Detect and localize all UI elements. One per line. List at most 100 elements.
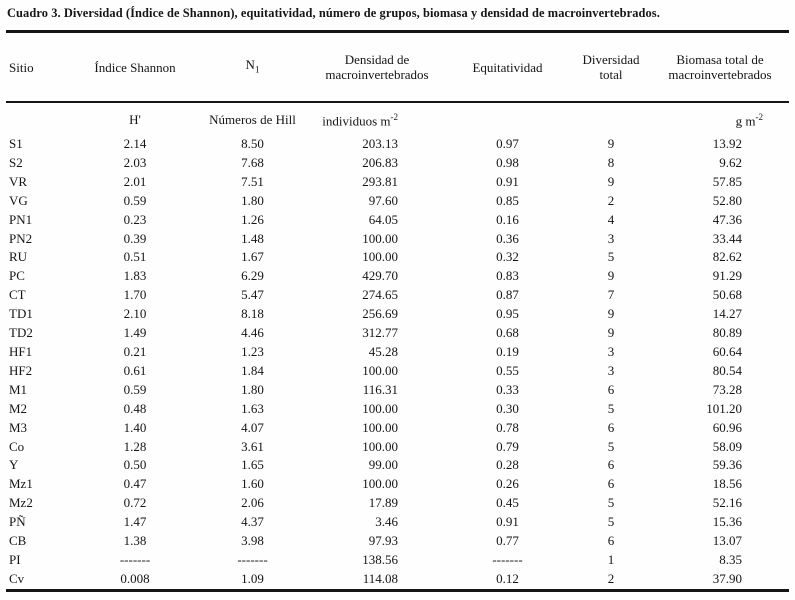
cell-biomasa: 50.68 xyxy=(712,287,742,303)
cell-equitatividad: 0.36 xyxy=(496,230,519,246)
cell-diversidad-total: 2 xyxy=(607,192,615,208)
cell-biomasa: 80.89 xyxy=(712,325,742,341)
cell-diversidad-total: 2 xyxy=(607,570,615,586)
cell-diversidad-total: 6 xyxy=(607,419,615,435)
cell-indice-shannon: 0.23 xyxy=(123,211,147,227)
cell-densidad: 206.83 xyxy=(362,154,398,170)
cell-densidad: 138.56 xyxy=(362,551,398,567)
cell-biomasa: 91.29 xyxy=(712,268,742,284)
cell-sitio: HF2 xyxy=(9,362,33,378)
cell-equitatividad: 0.98 xyxy=(496,154,519,170)
cell-densidad: 429.70 xyxy=(362,268,398,284)
cell-sitio: S1 xyxy=(9,136,23,151)
cell-equitatividad: 0.30 xyxy=(496,400,519,416)
units-row: H' Números de Hill individuos m-2 g m-2 xyxy=(6,102,789,135)
cell-densidad: 97.60 xyxy=(368,192,398,208)
table-row: HF2 0.61 1.84 100.00 0.55 3 80.54 xyxy=(6,362,789,381)
cell-equitatividad: 0.55 xyxy=(496,362,519,378)
cell-diversidad-total: 9 xyxy=(607,306,615,322)
col-header-biomasa: Biomasa total de macroinvertebrados xyxy=(651,31,789,103)
cell-n1: 8.50 xyxy=(241,136,264,151)
col-header-indice-shannon: Índice Shannon xyxy=(75,31,195,103)
table-row: Mz1 0.47 1.60 100.00 0.26 6 18.56 xyxy=(6,475,789,494)
table-caption: Cuadro 3. Diversidad (Índice de Shannon)… xyxy=(7,6,660,20)
cell-biomasa: 73.28 xyxy=(712,381,742,397)
table-row: Co 1.28 3.61 100.00 0.79 5 58.09 xyxy=(6,438,789,457)
cell-diversidad-total: 9 xyxy=(607,136,615,151)
cell-equitatividad: 0.45 xyxy=(496,495,519,511)
cell-biomasa: 9.62 xyxy=(719,154,742,170)
cell-biomasa: 52.16 xyxy=(712,495,742,511)
table-body: S1 2.14 8.50 203.13 0.97 9 13.92 S2 2.03 7.68 206.… xyxy=(6,135,789,590)
individuos-exponent: -2 xyxy=(390,111,399,122)
cell-densidad: 3.46 xyxy=(375,514,398,530)
cell-indice-shannon: 0.008 xyxy=(120,570,150,586)
cell-n1: 5.47 xyxy=(241,287,264,303)
cell-indice-shannon: 0.51 xyxy=(123,249,147,265)
col-header-equitatividad: Equitatividad xyxy=(444,31,571,103)
cell-indice-shannon: ------- xyxy=(119,551,151,567)
cell-indice-shannon: 1.70 xyxy=(123,287,147,303)
cell-n1: 1.67 xyxy=(241,249,264,265)
col-header-n1: N1 xyxy=(195,31,310,103)
cell-equitatividad: 0.95 xyxy=(496,306,519,322)
cell-biomasa: 13.92 xyxy=(712,136,742,151)
cell-sitio: VG xyxy=(9,192,28,208)
cell-diversidad-total: 5 xyxy=(607,438,615,454)
table-row: S1 2.14 8.50 203.13 0.97 9 13.92 xyxy=(6,135,789,154)
individuos-base: individuos m xyxy=(322,113,391,129)
table-row: M2 0.48 1.63 100.00 0.30 5 101.20 xyxy=(6,400,789,419)
cell-sitio: PN2 xyxy=(9,230,33,246)
header-row: Sitio Índice Shannon N1 Densidad de macro… xyxy=(6,31,789,103)
table-row: RU 0.51 1.67 100.00 0.32 5 82.62 xyxy=(6,248,789,267)
unit-g-m2: g m-2 xyxy=(651,102,789,135)
cell-diversidad-total: 9 xyxy=(607,268,615,284)
cell-n1: 1.09 xyxy=(241,570,264,586)
cell-biomasa: 18.56 xyxy=(712,476,742,492)
cell-sitio: PC xyxy=(9,268,25,284)
table-row: CB 1.38 3.98 97.93 0.77 6 13.07 xyxy=(6,532,789,551)
cell-n1: 7.51 xyxy=(241,173,264,189)
cell-biomasa: 52.80 xyxy=(712,192,742,208)
table-row: CT 1.70 5.47 274.65 0.87 7 50.68 xyxy=(6,286,789,305)
cell-densidad: 97.93 xyxy=(368,533,398,549)
cell-densidad: 100.00 xyxy=(362,438,398,454)
cell-sitio: TD1 xyxy=(9,306,33,322)
table-row: VR 2.01 7.51 293.81 0.91 9 57.85 xyxy=(6,173,789,192)
cell-densidad: 100.00 xyxy=(362,362,398,378)
n1-subscript: 1 xyxy=(254,64,260,75)
cell-equitatividad: 0.12 xyxy=(496,570,519,586)
cell-indice-shannon: 1.40 xyxy=(123,419,147,435)
col-header-diversidad-total: Diversidad total xyxy=(571,31,651,103)
cell-densidad: 116.31 xyxy=(362,381,398,397)
cell-equitatividad: ------- xyxy=(492,551,523,567)
densidad-line1: Densidad de xyxy=(344,52,410,67)
cell-equitatividad: 0.33 xyxy=(496,381,519,397)
g-m2-base: g m xyxy=(735,113,756,129)
table-row: PI ------- ------- 138.56 ------- 1 8.35 xyxy=(6,551,789,570)
cell-sitio: Mz1 xyxy=(9,476,33,492)
cell-biomasa: 82.62 xyxy=(712,249,742,265)
cell-biomasa: 57.85 xyxy=(712,173,742,189)
cell-diversidad-total: 6 xyxy=(607,381,615,397)
cell-biomasa: 33.44 xyxy=(712,230,742,246)
cell-sitio: Y xyxy=(9,457,19,473)
cell-diversidad-total: 6 xyxy=(607,476,615,492)
cell-diversidad-total: 5 xyxy=(607,400,615,416)
col-header-densidad: Densidad de macroinvertebrados xyxy=(310,31,444,103)
cell-indice-shannon: 1.47 xyxy=(123,514,147,530)
cell-densidad: 114.08 xyxy=(362,570,398,586)
cell-sitio: Mz2 xyxy=(9,495,33,511)
cell-n1: 4.07 xyxy=(241,419,264,435)
cell-diversidad-total: 3 xyxy=(607,362,615,378)
cell-indice-shannon: 2.10 xyxy=(123,306,147,322)
cell-densidad: 312.77 xyxy=(362,325,398,341)
cell-indice-shannon: 0.72 xyxy=(123,495,147,511)
cell-biomasa: 14.27 xyxy=(712,306,742,322)
cell-biomasa: 60.64 xyxy=(712,343,742,359)
cell-n1: 4.46 xyxy=(241,325,264,341)
table-row: VG 0.59 1.80 97.60 0.85 2 52.80 xyxy=(6,192,789,211)
cell-n1: 1.63 xyxy=(241,400,264,416)
cell-biomasa: 47.36 xyxy=(712,211,742,227)
